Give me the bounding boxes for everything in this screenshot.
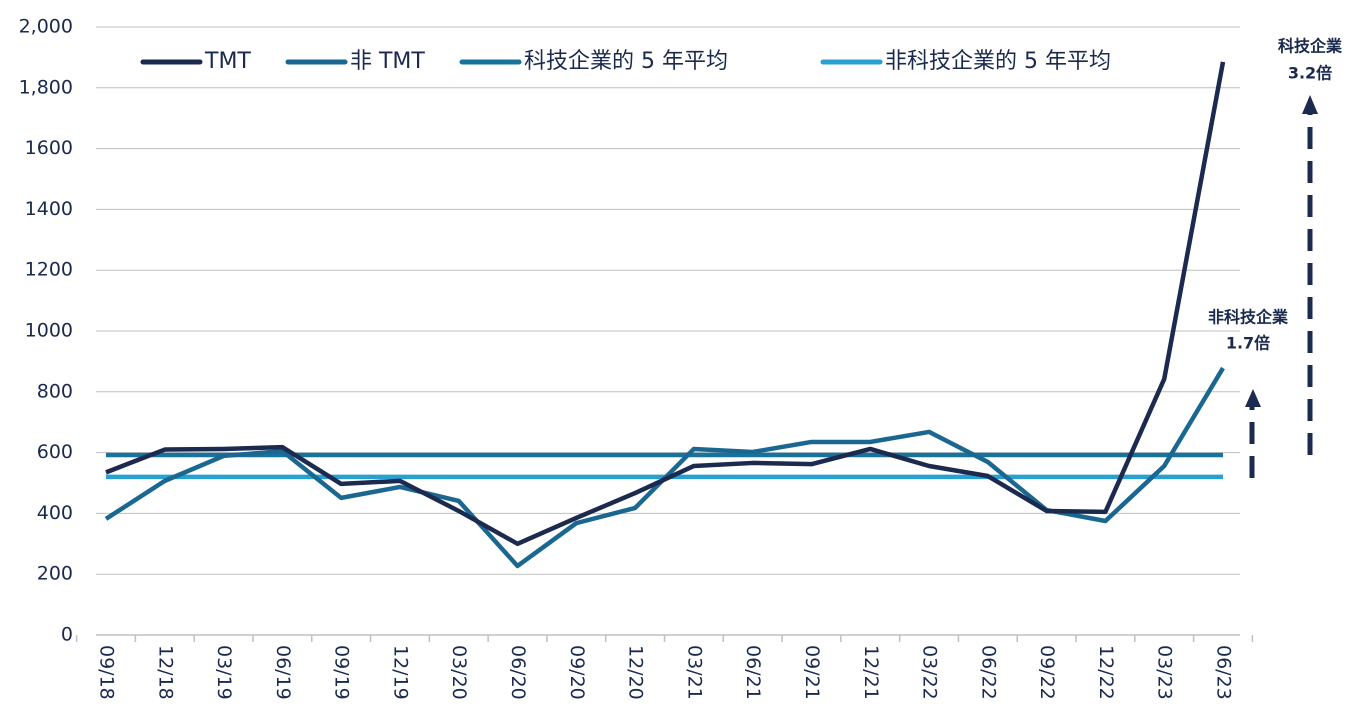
y-tick-label: 400 [37,502,73,524]
arrow-head [1245,389,1261,407]
annotation: 非科技企業 [1208,308,1289,327]
x-tick-label: 06/19 [272,645,294,700]
x-tick-label: 12/21 [860,645,882,700]
x-tick-label: 09/19 [331,645,353,700]
annotation: 1.7倍 [1226,334,1270,353]
y-tick-label: 0 [61,624,73,646]
x-tick-label: 03/21 [683,645,705,700]
series-line [105,61,1226,547]
x-tick-label: 12/18 [154,645,176,700]
x-tick-label: 03/19 [213,645,235,700]
annotation: 科技企業 [1278,37,1343,56]
y-tick-label: 200 [37,563,73,585]
x-tick-label: 06/22 [977,645,999,700]
series-line [104,366,1225,569]
x-tick-label: 03/23 [1154,645,1176,700]
legend-label: 科技企業的 5 年平均 [524,49,728,74]
y-tick-label: 1,800 [19,76,73,98]
y-tick-label: 1600 [25,137,73,159]
x-tick-label: 06/23 [1213,645,1235,700]
x-tick-label: 09/21 [801,645,823,700]
annotation: 3.2倍 [1288,64,1332,83]
y-tick-label: 1000 [25,320,73,342]
x-tick-label: 03/22 [919,645,941,700]
y-tick-label: 2,000 [19,16,73,38]
x-tick-label: 09/22 [1036,645,1058,700]
x-tick-label: 12/20 [625,645,647,700]
legend-label: 非科技企業的 5 年平均 [885,49,1111,74]
x-tick-label: 12/19 [389,645,411,700]
x-tick-label: 06/21 [742,645,764,700]
y-tick-label: 600 [37,441,73,463]
arrow-head [1302,95,1318,114]
legend-label: 非 TMT [350,49,425,74]
x-tick-label: 06/20 [507,645,529,700]
x-tick-label: 03/20 [448,645,470,700]
x-tick-label: 09/18 [96,645,118,700]
y-tick-label: 1200 [25,259,73,281]
y-tick-label: 800 [37,380,73,402]
y-tick-label: 1400 [25,198,73,220]
legend-label: TMT [204,49,251,74]
x-tick-label: 09/20 [566,645,588,700]
x-tick-label: 12/22 [1095,645,1117,700]
